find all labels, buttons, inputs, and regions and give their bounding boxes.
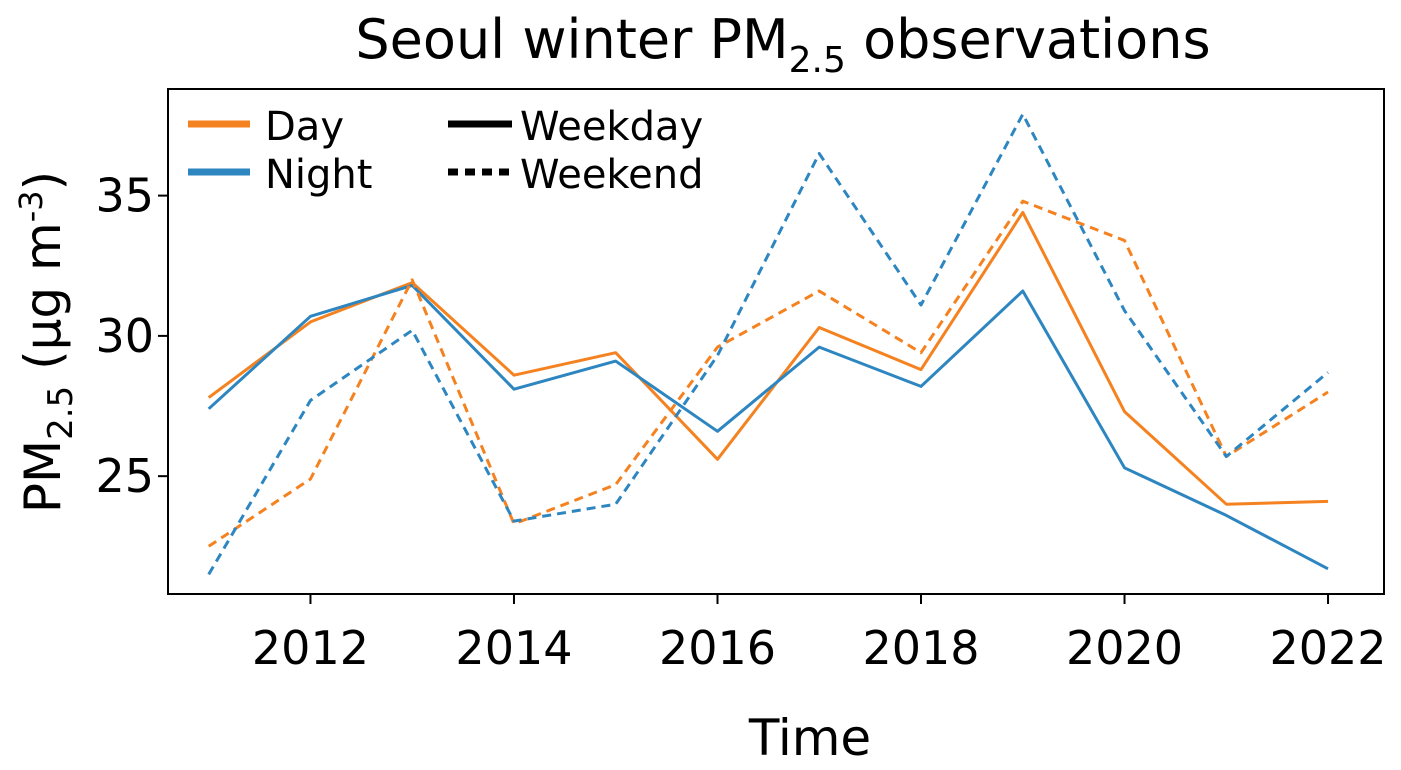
series-line-day-weekend bbox=[207, 199, 1329, 548]
x-tick-label-2016: 2016 bbox=[659, 621, 776, 675]
plot-area bbox=[167, 88, 1385, 595]
legend-night-label: Night bbox=[265, 152, 372, 198]
x-tick-label-2018: 2018 bbox=[862, 621, 979, 675]
x-tick-label-2022: 2022 bbox=[1269, 621, 1386, 675]
x-axis-label: Time bbox=[748, 709, 871, 767]
y-axis: 25 30 35 bbox=[95, 169, 168, 503]
chart-title: Seoul winter PM2.5 observations bbox=[355, 8, 1210, 81]
y-tick-label-25: 25 bbox=[95, 449, 154, 503]
x-tick-label-2020: 2020 bbox=[1066, 621, 1183, 675]
legend-weekend-label: Weekend bbox=[520, 152, 704, 198]
series-line-night-weekday bbox=[207, 283, 1329, 571]
legend: Day Night Weekday Weekend bbox=[188, 104, 704, 198]
legend-day-label: Day bbox=[265, 104, 344, 150]
series-line-night-weekend bbox=[207, 112, 1329, 576]
y-tick-label-35: 35 bbox=[95, 169, 154, 223]
x-tick-label-2012: 2012 bbox=[252, 621, 369, 675]
x-tick-label-2014: 2014 bbox=[455, 621, 572, 675]
series-layer bbox=[207, 112, 1329, 576]
y-tick-label-30: 30 bbox=[95, 309, 154, 363]
y-axis-label: PM2.5 (µg m-3) bbox=[12, 171, 81, 513]
legend-weekday-label: Weekday bbox=[520, 104, 703, 150]
x-axis: 2012 2014 2016 2018 2020 2022 bbox=[252, 594, 1387, 675]
